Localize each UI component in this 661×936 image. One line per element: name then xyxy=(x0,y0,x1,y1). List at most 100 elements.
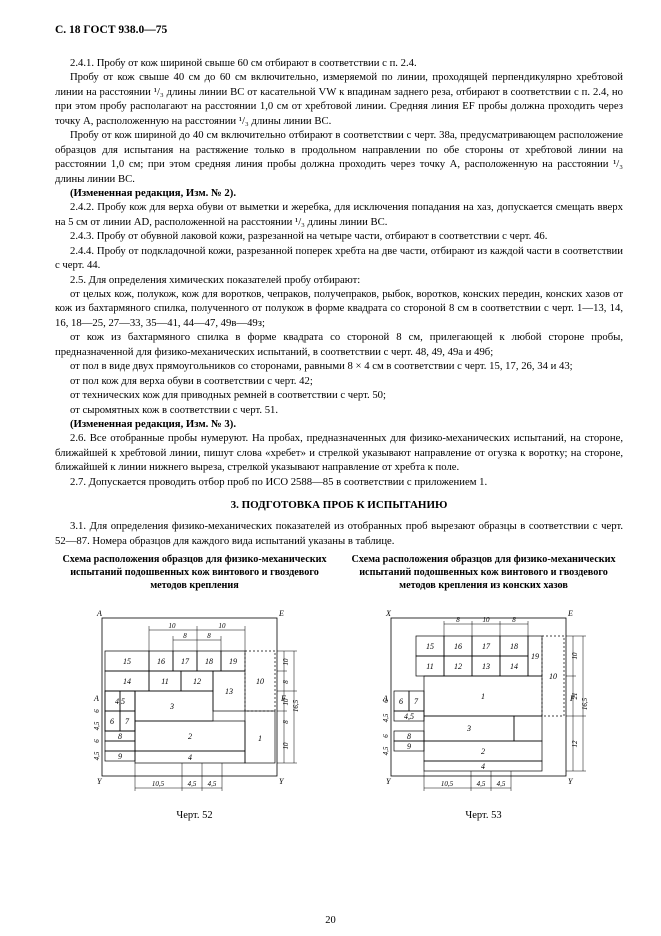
para-2-5c: от пол в виде двух прямоугольников со ст… xyxy=(55,359,623,373)
svg-text:Y: Y xyxy=(279,777,285,786)
svg-text:14: 14 xyxy=(510,662,518,671)
fig52-title: Схема расположения образцов для физико-м… xyxy=(55,554,334,592)
svg-text:4,5: 4,5 xyxy=(115,697,125,706)
svg-text:10: 10 xyxy=(549,672,557,681)
svg-text:A: A xyxy=(93,694,99,703)
svg-text:16: 16 xyxy=(157,657,165,666)
fig52-caption: Черт. 52 xyxy=(176,810,212,821)
svg-text:3: 3 xyxy=(466,724,471,733)
para-3-1: 3.1. Для определения физико-механических… xyxy=(55,519,623,548)
svg-text:11: 11 xyxy=(161,677,168,686)
svg-text:15: 15 xyxy=(123,657,131,666)
svg-text:7: 7 xyxy=(125,717,130,726)
svg-text:8: 8 xyxy=(456,616,460,624)
para-2-5a: от целых кож, полукож, кож для воротков,… xyxy=(55,287,623,330)
svg-text:10: 10 xyxy=(483,616,491,624)
svg-text:E: E xyxy=(278,609,284,618)
page-number: 20 xyxy=(0,915,661,926)
svg-text:4,5: 4,5 xyxy=(404,712,414,721)
para-2-4-1: 2.4.1. Пробу от кож шириной свыше 60 см … xyxy=(55,56,623,70)
para-2-4-1a: Пробу от кож свыше 40 см до 60 см включи… xyxy=(55,70,623,128)
svg-text:6: 6 xyxy=(110,717,114,726)
svg-text:10: 10 xyxy=(282,698,290,706)
svg-text:19: 19 xyxy=(531,652,539,661)
svg-text:6: 6 xyxy=(382,699,390,703)
svg-text:2: 2 xyxy=(481,747,485,756)
svg-text:10,5: 10,5 xyxy=(152,780,165,788)
svg-text:8: 8 xyxy=(407,732,411,741)
svg-text:10: 10 xyxy=(169,622,177,630)
svg-text:4,5: 4,5 xyxy=(188,780,197,788)
para-2-4-2: 2.4.2. Пробу кож для верха обуви от выме… xyxy=(55,200,623,229)
svg-text:1: 1 xyxy=(481,692,485,701)
svg-text:4,5: 4,5 xyxy=(208,780,217,788)
para-2-7: 2.7. Допускается проводить отбор проб по… xyxy=(55,475,623,489)
svg-text:4,5: 4,5 xyxy=(382,746,390,755)
svg-text:7: 7 xyxy=(414,697,419,706)
svg-text:9: 9 xyxy=(407,742,411,751)
svg-text:E: E xyxy=(567,609,573,618)
para-2-4-3: 2.4.3. Пробу от обувной лаковой кожи, ра… xyxy=(55,229,623,243)
svg-text:A: A xyxy=(96,609,102,618)
svg-text:6: 6 xyxy=(382,734,390,738)
svg-text:10: 10 xyxy=(282,658,290,666)
amendment-2: (Измененная редакция, Изм. № 2). xyxy=(55,186,623,200)
svg-text:6: 6 xyxy=(93,709,101,713)
fig53-title: Схема расположения образцов для физико-м… xyxy=(344,554,623,592)
svg-text:6: 6 xyxy=(93,739,101,743)
section-3-body: 3.1. Для определения физико-механических… xyxy=(55,519,623,548)
svg-text:17: 17 xyxy=(482,642,491,651)
svg-text:19: 19 xyxy=(229,657,237,666)
svg-text:10: 10 xyxy=(256,677,264,686)
svg-text:16,5: 16,5 xyxy=(581,698,589,711)
svg-text:4,5: 4,5 xyxy=(93,721,101,730)
svg-text:18: 18 xyxy=(205,657,213,666)
svg-text:12: 12 xyxy=(571,740,579,748)
svg-text:Y: Y xyxy=(97,777,103,786)
svg-text:2: 2 xyxy=(188,732,192,741)
svg-text:8: 8 xyxy=(282,720,290,724)
para-2-5: 2.5. Для определения химических показате… xyxy=(55,273,623,287)
svg-text:16,5: 16,5 xyxy=(292,700,300,713)
para-2-5d: от пол кож для верха обуви в соответстви… xyxy=(55,374,623,388)
svg-text:1: 1 xyxy=(258,734,262,743)
svg-text:18: 18 xyxy=(510,642,518,651)
svg-text:Y: Y xyxy=(568,777,574,786)
svg-text:3: 3 xyxy=(169,702,174,711)
svg-text:4,5: 4,5 xyxy=(477,780,486,788)
svg-text:4: 4 xyxy=(188,753,192,762)
para-2-6: 2.6. Все отобранные пробы нумеруют. На п… xyxy=(55,431,623,474)
svg-text:13: 13 xyxy=(225,687,233,696)
svg-text:6: 6 xyxy=(399,697,403,706)
svg-text:Y: Y xyxy=(386,777,392,786)
svg-text:12: 12 xyxy=(193,677,201,686)
para-2-5b: от кож из бахтармяного спилка в форме кв… xyxy=(55,330,623,359)
svg-text:4: 4 xyxy=(481,762,485,771)
svg-text:13: 13 xyxy=(482,662,490,671)
svg-text:8: 8 xyxy=(118,732,122,741)
svg-text:15: 15 xyxy=(426,642,434,651)
para-2-5e: от технических кож для приводных ремней … xyxy=(55,388,623,402)
svg-text:17: 17 xyxy=(181,657,190,666)
svg-text:X: X xyxy=(385,609,392,618)
svg-text:10: 10 xyxy=(219,622,227,630)
svg-text:9: 9 xyxy=(118,752,122,761)
svg-text:10: 10 xyxy=(282,742,290,750)
amendment-3: (Измененная редакция, Изм. № 3). xyxy=(55,417,623,431)
svg-text:12: 12 xyxy=(454,662,462,671)
svg-text:8: 8 xyxy=(282,680,290,684)
svg-text:8: 8 xyxy=(207,632,211,640)
svg-text:4,5: 4,5 xyxy=(93,751,101,760)
svg-text:8: 8 xyxy=(183,632,187,640)
fig53-svg: X E Y Y A F xyxy=(361,596,606,806)
svg-text:11: 11 xyxy=(426,662,433,671)
body-text: 2.4.1. Пробу от кож шириной свыше 60 см … xyxy=(55,56,623,489)
para-2-4-1b: Пробу от кож шириной до 40 см включитель… xyxy=(55,128,623,186)
para-2-4-4: 2.4.4. Пробу от подкладочной кожи, разре… xyxy=(55,244,623,273)
svg-text:21: 21 xyxy=(571,693,579,700)
svg-text:10: 10 xyxy=(571,652,579,660)
svg-text:10,5: 10,5 xyxy=(441,780,454,788)
page-header: С. 18 ГОСТ 938.0—75 xyxy=(55,24,623,36)
svg-text:8: 8 xyxy=(512,616,516,624)
fig53-caption: Черт. 53 xyxy=(465,810,501,821)
